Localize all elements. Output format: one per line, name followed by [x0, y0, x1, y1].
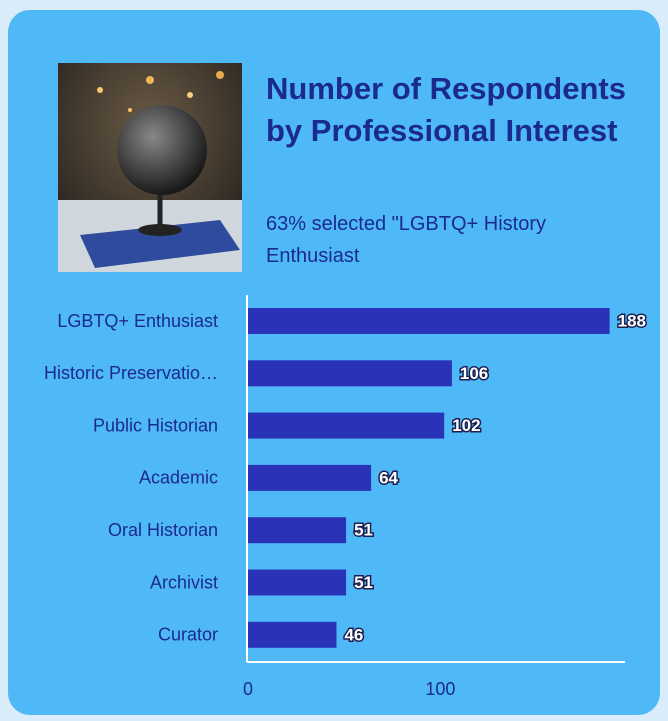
value-label: 51 — [354, 521, 373, 540]
bar — [248, 464, 372, 491]
bar — [248, 517, 347, 544]
chart-title: Number of Respondents by Professional In… — [266, 71, 626, 148]
value-label: 106 — [460, 364, 488, 383]
y-tick-label: Oral Historian — [108, 520, 218, 540]
value-label: 51 — [354, 573, 373, 592]
bar — [248, 621, 337, 648]
y-tick-label: Academic — [139, 468, 218, 488]
chart-subtitle: 63% selected "LGBTQ+ History Enthusiast — [266, 213, 546, 267]
x-tick-label: 100 — [425, 679, 455, 699]
value-label: 188 — [618, 311, 646, 330]
bar — [248, 360, 452, 387]
value-label: 64 — [379, 468, 398, 487]
y-tick-label: Public Historian — [93, 415, 218, 435]
y-tick-label: Historic Preservatio… — [44, 363, 218, 383]
y-tick-label: Curator — [158, 625, 218, 645]
value-label: 102 — [452, 416, 480, 435]
x-tick-label: 0 — [243, 679, 253, 699]
y-tick-label: Archivist — [150, 572, 218, 592]
y-tick-label: LGBTQ+ Enthusiast — [57, 311, 218, 331]
bar — [248, 308, 610, 334]
photo — [58, 63, 242, 272]
value-label: 46 — [344, 625, 363, 644]
bar — [248, 569, 347, 596]
bar — [248, 412, 445, 439]
